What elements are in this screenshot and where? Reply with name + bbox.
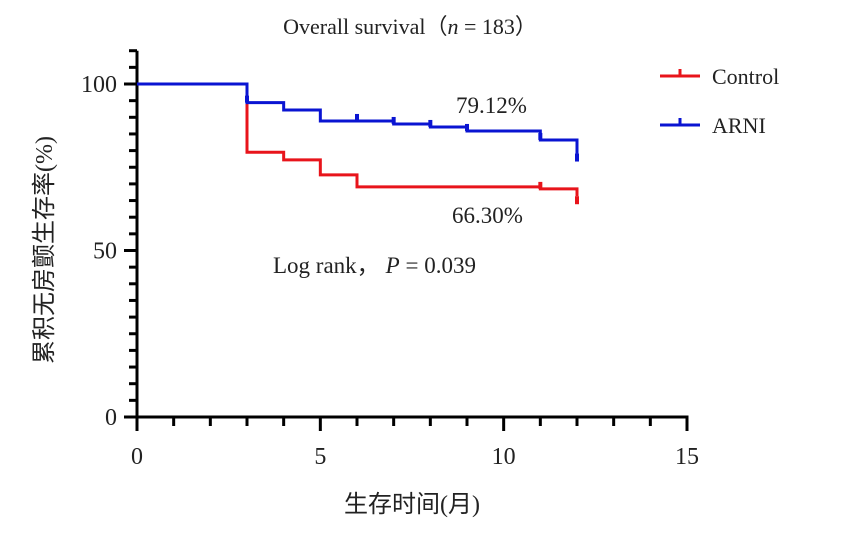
axes: 0 50 100 0 5 10 15 [81,49,699,470]
y-tick-label: 50 [93,239,117,265]
logrank-annotation: Log rank， P = 0.039 [273,253,476,278]
x-tick-label: 5 [314,444,326,470]
x-tick-label: 10 [492,444,516,470]
legend-item-arni[interactable]: ARNI [660,113,766,138]
arni-final-label: 79.12% [456,93,527,118]
x-tick-label: 0 [131,444,143,470]
series-arni [137,82,579,162]
x-axis-label: 生存时间(月) [344,491,480,518]
legend-label-control: Control [712,64,779,89]
series-layer [137,82,579,205]
y-axis-label: 累积无房颤生存率(%) [31,136,58,364]
x-tick-label: 15 [675,444,699,470]
legend-label-arni: ARNI [712,113,766,138]
legend-item-control[interactable]: Control [660,64,779,89]
chart-title: Overall survival（n = 183） [283,14,537,39]
legend: Control ARNI [660,64,779,138]
series-control [137,82,579,205]
control-final-label: 66.30% [452,203,523,228]
y-tick-label: 0 [105,405,117,431]
y-tick-label: 100 [81,72,117,98]
